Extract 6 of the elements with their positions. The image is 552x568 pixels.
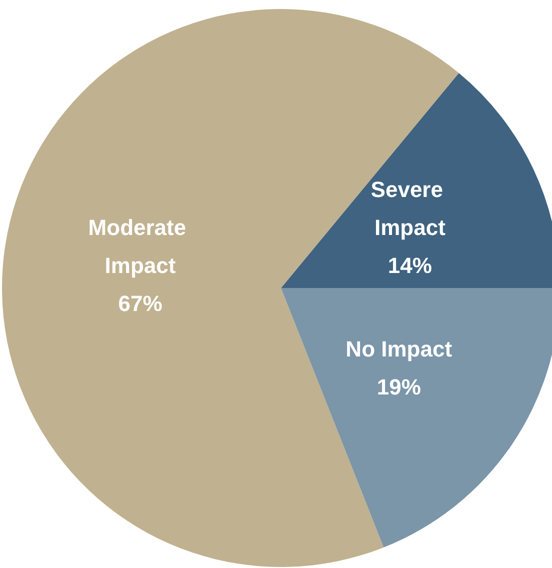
data-label: 67%: [118, 291, 162, 316]
slice-label: Moderate Impact: [88, 215, 192, 278]
slice-label: No Impact: [346, 336, 453, 362]
data-label: 14%: [388, 252, 432, 278]
data-label: 19%: [376, 374, 421, 400]
slice-label: Severe Impact: [370, 176, 450, 240]
